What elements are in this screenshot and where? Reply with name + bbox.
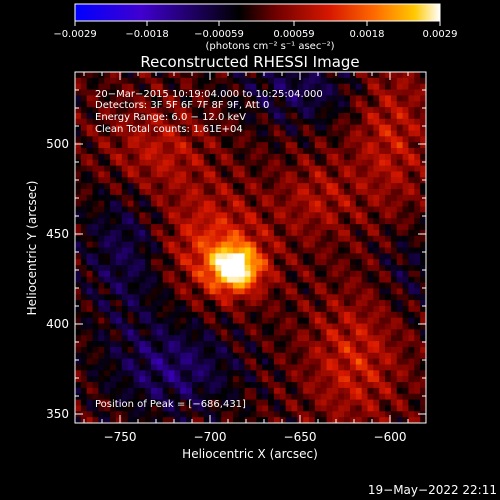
colorbar-tick-label: −0.00059 xyxy=(194,29,244,40)
y-tick-label: 450 xyxy=(46,227,69,241)
info-line-detectors: Detectors: 3F 5F 6F 7F 8F 9F, Att 0 xyxy=(95,100,269,111)
colorbar-ticks: −0.0029 −0.0018 −0.00059 0.00059 0.0018 0.002… xyxy=(53,21,458,40)
x-axis-label: Heliocentric X (arcsec) xyxy=(182,447,318,461)
x-tick-label: −700 xyxy=(194,430,227,444)
y-tick-label: 350 xyxy=(46,407,69,421)
plot-title: Reconstructed RHESSI Image xyxy=(140,53,359,71)
heatmap-cells xyxy=(75,72,426,423)
x-tick-label: −750 xyxy=(104,430,137,444)
info-line-energy: Energy Range: 6.0 − 12.0 keV xyxy=(95,112,246,123)
colorbar-units-label: (photons cm⁻² s⁻¹ asec⁻²) xyxy=(205,41,334,52)
footer-timestamp: 19−May−2022 22:11 xyxy=(368,483,497,497)
colorbar-tick-label: 0.0018 xyxy=(350,29,385,40)
info-line-date: 20−Mar−2015 10:19:04.000 to 10:25:04.000 xyxy=(95,89,323,100)
axis-ticks: −750 −700 −650 −600 350 400 450 500 xyxy=(46,71,427,444)
x-tick-label: −650 xyxy=(284,430,317,444)
x-tick-label: −600 xyxy=(374,430,407,444)
colorbar-tick-label: −0.0029 xyxy=(53,29,96,40)
colorbar-gradient xyxy=(74,3,441,22)
plot-frame xyxy=(74,71,427,424)
info-line-counts: Clean Total counts: 1.61E+04 xyxy=(95,124,243,135)
colorbar-tick-label: 0.00059 xyxy=(273,29,314,40)
y-tick-label: 500 xyxy=(46,137,69,151)
peak-position-label: Position of Peak = [−686,431] xyxy=(95,399,246,410)
info-text: 20−Mar−2015 10:19:04.000 to 10:25:04.000… xyxy=(95,89,323,135)
y-axis-label: Heliocentric Y (arcsec) xyxy=(25,181,39,316)
heatmap-image xyxy=(75,72,426,423)
colorbar: −0.0029 −0.0018 −0.00059 0.00059 0.0018 0.002… xyxy=(53,3,458,52)
colorbar-tick-label: 0.0029 xyxy=(423,29,458,40)
y-tick-label: 400 xyxy=(46,317,69,331)
colorbar-tick-label: −0.0018 xyxy=(125,29,168,40)
